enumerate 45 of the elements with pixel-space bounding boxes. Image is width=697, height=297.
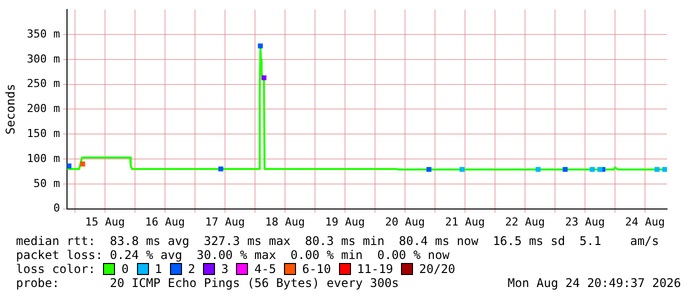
point <box>80 162 86 166</box>
legend-label: 20/20 <box>418 262 456 276</box>
x-tick-label: 19 Aug <box>325 215 365 228</box>
x-tick-label: 24 Aug <box>625 215 665 228</box>
x-tick-label: 18 Aug <box>265 215 305 228</box>
legend-label: 11-19 <box>356 262 394 276</box>
point <box>590 166 595 172</box>
legend-label: 4-5 <box>253 262 276 276</box>
y-tick-label: 0 <box>53 202 60 215</box>
x-tick-label: 17 Aug <box>205 215 245 228</box>
x-tick-label: 15 Aug <box>85 215 125 228</box>
text: median rtt: 83.8 ms avg 327.3 ms max 80.3 ms min 80.4 ms now 16.5 ms sd 5.1 am/s <box>16 234 659 248</box>
point <box>597 166 602 172</box>
y-axis-title: Seconds <box>3 84 18 134</box>
y-tick-label: 200 m <box>26 102 60 116</box>
y-tick-label: 50 m <box>34 176 60 190</box>
y-tick-label: 150 m <box>26 126 60 140</box>
point <box>426 166 432 172</box>
legend-title: loss color: <box>16 262 96 276</box>
x-tick-label: 16 Aug <box>145 215 185 228</box>
point <box>460 166 465 172</box>
text: probe: 20 ICMP Echo Pings (56 Bytes) every 300s <box>16 276 399 290</box>
legend-label: 0 <box>120 262 129 276</box>
x-tick-label: 20 Aug <box>385 215 425 228</box>
point <box>662 166 667 172</box>
point <box>67 163 72 168</box>
x-tick-label: 21 Aug <box>445 215 485 228</box>
point <box>218 166 224 172</box>
x-tick-label: 22 Aug <box>505 215 545 228</box>
y-tick-label: 250 m <box>26 77 60 90</box>
point <box>536 166 541 172</box>
x-tick-label: 23 Aug <box>565 215 605 228</box>
y-tick-label: 100 m <box>26 152 60 165</box>
point <box>562 166 568 172</box>
legend-label: 2 <box>186 262 196 276</box>
legend-label: 6-10 <box>301 262 332 276</box>
point <box>261 75 266 80</box>
legend-label: 3 <box>220 262 228 276</box>
y-tick-label: 350 m <box>26 27 60 40</box>
text: Mon Aug 24 20:49:37 2026 <box>508 276 681 290</box>
legend-label: 1 <box>154 262 162 276</box>
y-tick-label: 300 m <box>26 52 60 66</box>
point <box>654 166 660 172</box>
point <box>258 43 263 48</box>
text: packet loss: 0.24 % avg 30.00 % max 0.00 % min 0.00 % now <box>16 248 450 262</box>
